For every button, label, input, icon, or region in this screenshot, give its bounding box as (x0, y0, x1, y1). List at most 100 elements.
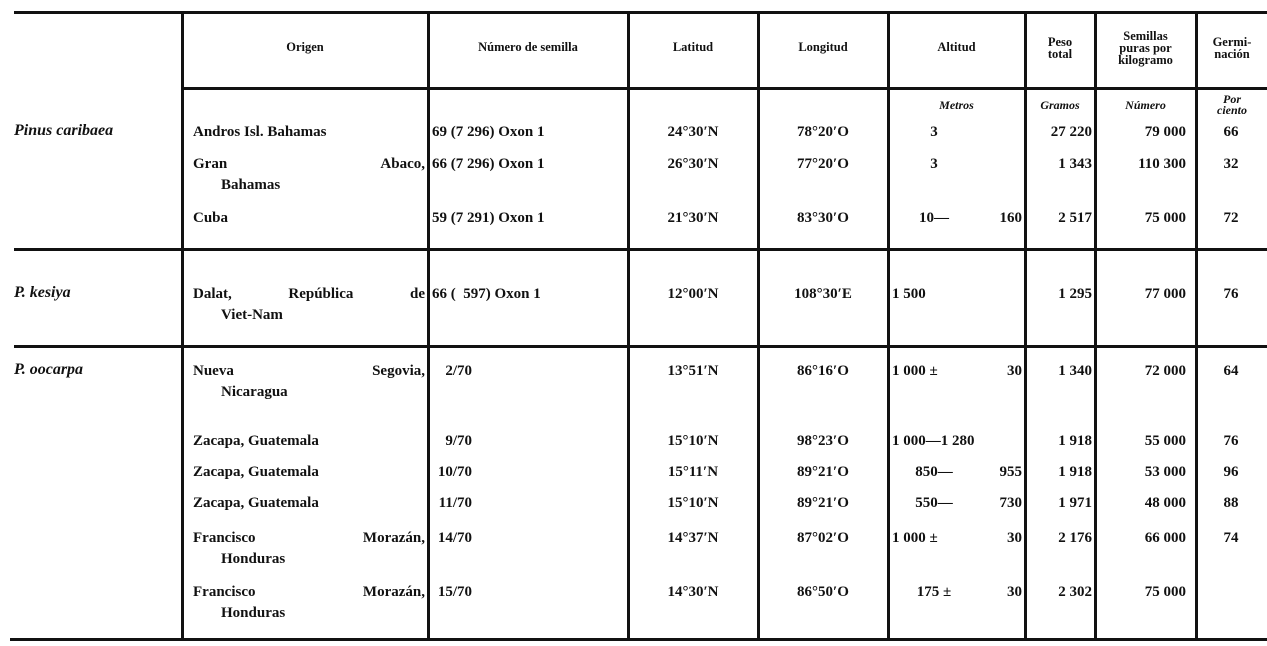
altitude-high-cell: 30 (1007, 363, 1022, 379)
column-divider (887, 12, 890, 640)
origin-line: Dalat, República de (193, 286, 425, 302)
origin-cell: Francisco Morazán, Honduras (193, 582, 425, 624)
total-weight-cell: 1 295 (1058, 286, 1092, 302)
seed-number-cell: 10/70 (437, 464, 472, 480)
unit-weight: Gramos (1040, 98, 1080, 112)
column-header-germ: Germi-nación (1197, 35, 1267, 61)
origin-cell: Zacapa, Guatemala (193, 462, 425, 483)
column-divider (181, 12, 184, 640)
table-top-rule (14, 11, 1267, 14)
altitude-cell: 1 500 (892, 286, 926, 302)
altitude-high-cell: 160 (999, 210, 1023, 226)
longitude-cell: 77°20′O (797, 156, 849, 172)
section-rule (14, 248, 1267, 251)
longitude-cell: 87°02′O (797, 530, 849, 546)
seed-number-cell: 66 ( 597) Oxon 1 (432, 286, 541, 302)
longitude-cell: 98°23′O (797, 433, 849, 449)
origin-line: Honduras (221, 551, 286, 567)
altitude-cell: 3 (930, 124, 938, 140)
seed-number-cell: 2/70 (445, 363, 472, 379)
total-weight-cell: 2 302 (1058, 584, 1092, 600)
longitude-cell: 89°21′O (797, 495, 849, 511)
germination-cell: 96 (1223, 464, 1239, 480)
column-header-alt: Altitud (937, 40, 976, 54)
seed-number-cell: 9/70 (445, 433, 472, 449)
column-divider (627, 12, 630, 640)
origin-cell: Nueva Segovia, Nicaragua (193, 361, 425, 403)
altitude-low-cell: 550— (915, 495, 953, 511)
origin-line: Francisco Morazán, (193, 584, 425, 600)
seed-number-cell: 15/70 (437, 584, 472, 600)
origin-line: Gran Abaco, (193, 156, 425, 172)
altitude-low-cell: 850— (915, 464, 953, 480)
total-weight-cell: 2 176 (1058, 530, 1092, 546)
header-line: nación (1214, 47, 1250, 61)
origin-line: Nueva Segovia, (193, 363, 425, 379)
column-divider (757, 12, 760, 640)
species-name: P. kesiya (14, 284, 71, 301)
header-line: Semillas (1123, 29, 1168, 43)
header-line: total (1047, 47, 1073, 61)
species-name: P. oocarpa (14, 361, 84, 378)
germination-cell: 74 (1223, 530, 1239, 546)
latitude-cell: 13°51′N (667, 363, 719, 379)
origin-cell: Dalat, República de Viet-Nam (193, 284, 425, 326)
origin-cell: Zacapa, Guatemala (193, 431, 425, 452)
latitude-cell: 15°10′N (667, 495, 719, 511)
header-line: puras por (1119, 41, 1172, 55)
origin-cell: Andros Isl. Bahamas (193, 122, 425, 143)
total-weight-cell: 27 220 (1050, 124, 1092, 140)
latitude-cell: 14°30′N (667, 584, 719, 600)
column-divider (1094, 12, 1097, 640)
total-weight-cell: 1 918 (1058, 433, 1092, 449)
seed-number-cell: 59 (7 291) Oxon 1 (432, 210, 545, 226)
latitude-cell: 12°00′N (667, 286, 719, 302)
origin-cell: Cuba (193, 208, 425, 229)
unit-germination: Por ciento (1197, 92, 1267, 116)
seeds-per-kg-cell: 48 000 (1144, 495, 1186, 511)
header-line: kilogramo (1118, 53, 1173, 67)
total-weight-cell: 1 343 (1058, 156, 1092, 172)
altitude-high-cell: 955 (999, 464, 1023, 480)
header-line: Germi- (1212, 35, 1252, 49)
latitude-cell: 15°10′N (667, 433, 719, 449)
total-weight-cell: 1 918 (1058, 464, 1092, 480)
longitude-cell: 86°16′O (797, 363, 849, 379)
origin-line: Zacapa, Guatemala (193, 464, 319, 480)
altitude-high-cell: 730 (999, 495, 1023, 511)
germination-cell: 32 (1223, 156, 1239, 172)
seed-number-cell: 14/70 (437, 530, 472, 546)
longitude-cell: 78°20′O (797, 124, 849, 140)
germination-cell: 76 (1223, 433, 1239, 449)
longitude-cell: 108°30′E (794, 286, 852, 302)
origin-line: Francisco Morazán, (193, 530, 425, 546)
seed-number-cell: 69 (7 296) Oxon 1 (432, 124, 545, 140)
origin-line: Bahamas (221, 177, 281, 193)
seeds-per-kg-cell: 72 000 (1144, 363, 1186, 379)
altitude-cell: 1 000—1 280 (892, 433, 975, 449)
longitude-cell: 86°50′O (797, 584, 849, 600)
origin-line: Zacapa, Guatemala (193, 433, 319, 449)
column-header-origin: Origen (286, 40, 324, 54)
origin-cell: Gran Abaco, Bahamas (193, 154, 425, 196)
seeds-per-kg-cell: 79 000 (1144, 124, 1186, 140)
origin-line: Honduras (221, 605, 286, 621)
seeds-per-kg-cell: 53 000 (1144, 464, 1186, 480)
germination-cell: 66 (1223, 124, 1239, 140)
unit-seeds: Número (1125, 98, 1166, 112)
origin-cell: Francisco Morazán, Honduras (193, 528, 425, 570)
origin-line: Viet-Nam (221, 307, 283, 323)
column-header-lon: Longitud (798, 40, 848, 54)
header-line: Peso (1047, 35, 1073, 49)
unit-line: Por (1223, 92, 1241, 106)
header-rule (182, 87, 1267, 90)
total-weight-cell: 1 340 (1058, 363, 1092, 379)
altitude-cell: 3 (930, 156, 938, 172)
origin-line: Nicaragua (221, 384, 288, 400)
column-header-weight: Peso total (1026, 35, 1094, 61)
altitude-high-cell: 30 (1007, 530, 1022, 546)
altitude-low-cell: 1 000 ± (892, 363, 938, 379)
origin-line: Andros Isl. Bahamas (193, 124, 327, 140)
total-weight-cell: 2 517 (1058, 210, 1092, 226)
